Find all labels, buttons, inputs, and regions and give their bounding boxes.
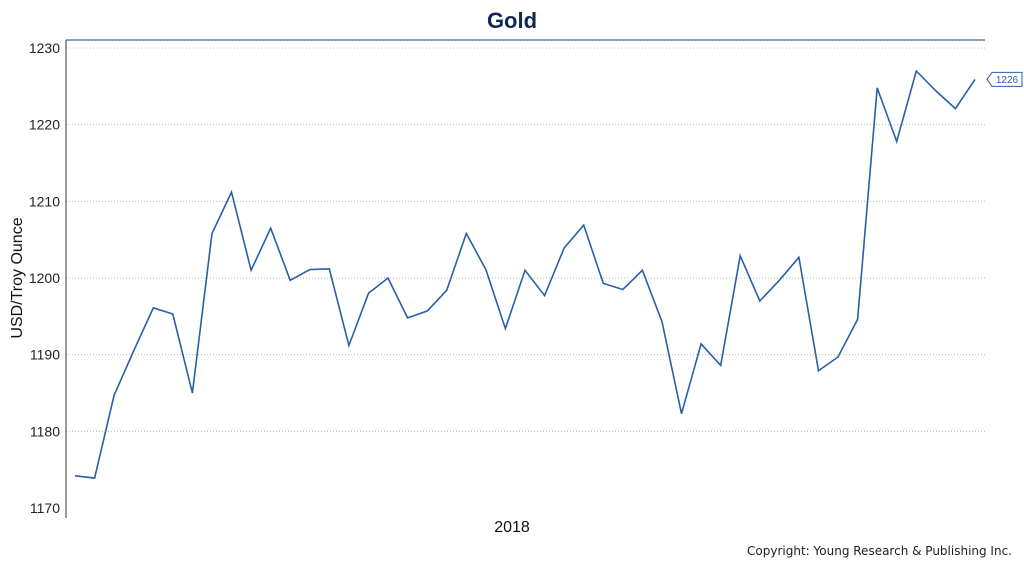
y-tick-1170: 1170 bbox=[30, 500, 60, 516]
y-tick-1210: 1210 bbox=[29, 193, 60, 209]
y-tick-1220: 1220 bbox=[29, 117, 60, 133]
axes bbox=[65, 39, 985, 518]
y-tick-1200: 1200 bbox=[29, 270, 60, 286]
last-value-label-text: 1226 bbox=[996, 75, 1019, 86]
y-tick-1180: 1180 bbox=[30, 423, 60, 439]
y-tick-1230: 1230 bbox=[29, 40, 60, 56]
y-tick-labels: 1170 1180 1190 1200 1210 1220 1230 bbox=[29, 40, 60, 516]
chart-title: Gold bbox=[487, 8, 537, 33]
gridlines bbox=[66, 47, 985, 432]
y-tick-1190: 1190 bbox=[30, 347, 60, 363]
last-value-label-box bbox=[986, 71, 1023, 87]
x-axis-label: 2018 bbox=[494, 519, 530, 536]
series-line-gold bbox=[74, 69, 976, 479]
copyright-text: Copyright: Young Research & Publishing I… bbox=[747, 544, 1012, 558]
series-gold bbox=[74, 69, 976, 479]
y-axis-label: USD/Troy Ounce bbox=[9, 217, 26, 338]
last-value-label: 1226 bbox=[986, 71, 1023, 87]
